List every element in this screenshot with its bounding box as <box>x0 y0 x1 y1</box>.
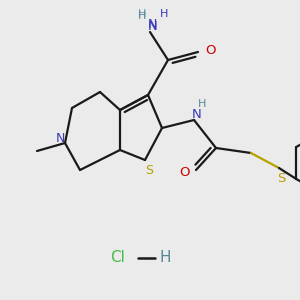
Text: N: N <box>192 109 202 122</box>
Text: H: H <box>138 9 146 19</box>
Text: H: H <box>160 9 168 19</box>
Text: S: S <box>277 172 285 184</box>
Text: N: N <box>55 131 65 145</box>
Text: Cl: Cl <box>111 250 125 266</box>
Text: S: S <box>145 164 153 176</box>
Text: H: H <box>138 11 146 21</box>
Text: H: H <box>198 99 206 109</box>
Text: N: N <box>147 17 157 31</box>
Text: O: O <box>205 44 215 56</box>
Text: O: O <box>179 166 189 178</box>
Text: N: N <box>148 20 158 34</box>
Text: H: H <box>159 250 171 266</box>
